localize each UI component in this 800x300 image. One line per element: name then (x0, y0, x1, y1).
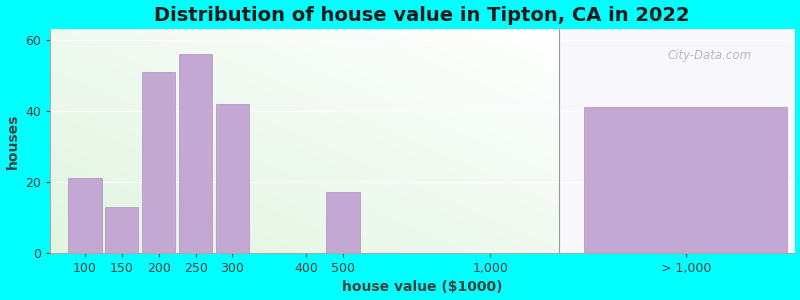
Y-axis label: houses: houses (6, 113, 19, 169)
Bar (216, 103, 249, 253)
Bar (142, 72, 175, 253)
X-axis label: house value ($1000): house value ($1000) (342, 280, 502, 294)
Bar (584, 107, 787, 253)
Bar (326, 192, 359, 253)
Title: Distribution of house value in Tipton, CA in 2022: Distribution of house value in Tipton, C… (154, 6, 690, 25)
Bar (179, 54, 212, 253)
Bar (106, 207, 138, 253)
Bar (69, 178, 102, 253)
Text: City-Data.com: City-Data.com (668, 49, 752, 62)
